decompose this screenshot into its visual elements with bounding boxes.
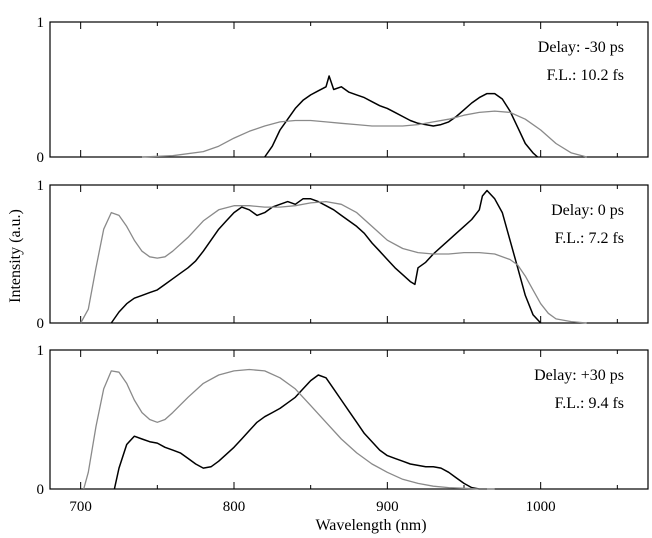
measured-spectrum-line: [110, 189, 542, 324]
x-tick-label: 800: [223, 499, 246, 515]
x-axis-label: Wavelength (nm): [315, 517, 426, 534]
delay-label: Delay: +30 ps: [534, 367, 624, 384]
delay-label: Delay: 0 ps: [551, 202, 624, 219]
fl-label: F.L.: 7.2 fs: [555, 230, 624, 247]
x-tick-label: 1000: [526, 499, 556, 515]
x-tick-labels: 700 800 900 1000: [69, 499, 555, 515]
y-axis-label: Intensity (a.u.): [7, 209, 24, 303]
panel-frame: [49, 21, 649, 158]
panel-3: 0 1 Delay: +30 ps F.L.: 9.4 fs: [37, 343, 649, 498]
panel-frame: [49, 349, 649, 490]
panel-2: 0 1 Delay: 0 ps F.L.: 7.2 fs: [37, 178, 649, 332]
y-tick-label: 0: [37, 482, 45, 498]
panels: 0 1 Delay: -30 ps F.L.: 10.2 fs 0 1 Delay: 0 p…: [37, 15, 649, 498]
measured-spectrum-line: [113, 374, 487, 490]
panel-frame: [49, 184, 649, 324]
delay-label: Delay: -30 ps: [538, 39, 624, 56]
y-tick-label: 1: [37, 178, 45, 194]
y-tick-label: 1: [37, 15, 45, 31]
simulated-spectrum-line: [80, 200, 587, 324]
y-tick-label: 1: [37, 343, 45, 359]
measured-spectrum-line: [264, 75, 539, 158]
panel-1: 0 1 Delay: -30 ps F.L.: 10.2 fs: [37, 15, 649, 166]
simulated-spectrum-line: [141, 110, 587, 158]
x-tick-label: 900: [376, 499, 399, 515]
fl-label: F.L.: 9.4 fs: [555, 395, 624, 412]
y-tick-label: 0: [37, 150, 45, 166]
fl-label: F.L.: 10.2 fs: [547, 67, 624, 84]
simulated-spectrum-line: [83, 368, 495, 490]
y-tick-label: 0: [37, 316, 45, 332]
x-tick-label: 700: [69, 499, 92, 515]
